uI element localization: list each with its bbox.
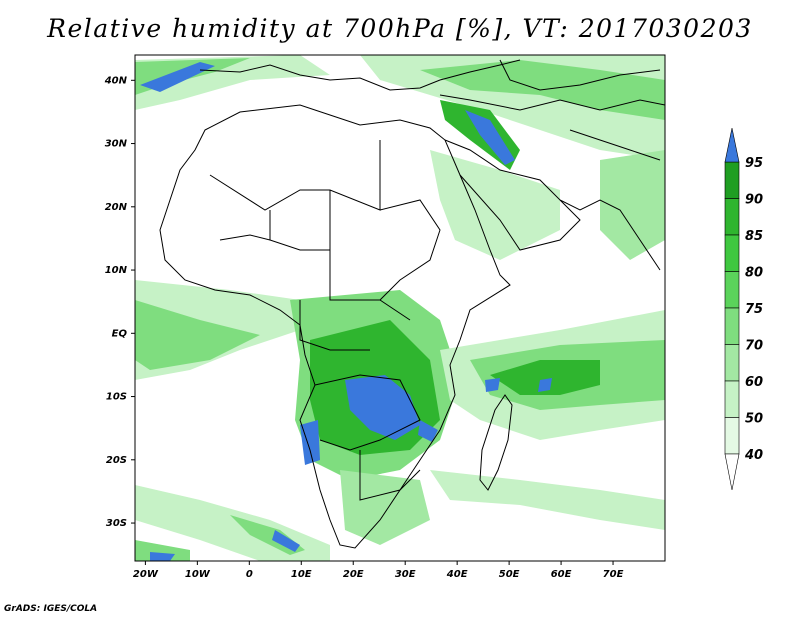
colorbar-label: 50 (745, 412, 763, 427)
lon-label: 20E (343, 569, 364, 580)
colorbar-label: 85 (745, 229, 763, 244)
lat-label: 30N (105, 139, 128, 150)
lon-label: 0 (246, 569, 253, 580)
colorbar-label: 75 (745, 302, 763, 317)
colorbar-label: 40 (744, 448, 763, 463)
colorbar-label: 95 (745, 156, 763, 171)
colorbar: 95 90 85 80 75 70 60 50 40 (724, 127, 763, 491)
lon-label: 70E (603, 569, 624, 580)
lat-label: 10S (106, 392, 127, 403)
credit-text: GrADS: IGES/COLA (4, 604, 98, 614)
colorbar-segment (724, 307, 740, 345)
map-border (134, 54, 666, 562)
lat-label: 20S (106, 455, 127, 466)
lon-label: 50E (499, 569, 520, 580)
longitude-axis: 20W 10W 0 10E 20E 30E 40E 50E 60E 70E (133, 561, 624, 580)
colorbar-segment (724, 380, 740, 418)
coastlines (159, 59, 665, 549)
colorbar-segment (724, 344, 740, 382)
colorbar-segment (724, 198, 740, 236)
lat-label: 10N (105, 265, 128, 276)
humidity-field (135, 55, 665, 561)
lat-label: 40N (104, 75, 128, 86)
colorbar-segment (724, 417, 740, 455)
colorbar-label: 90 (745, 193, 763, 208)
latitude-axis: 40N 30N 20N 10N EQ 10S 20S 30S (104, 75, 135, 529)
colorbar-label: 60 (745, 375, 763, 390)
lat-label: 30S (106, 518, 127, 529)
lon-label: 60E (551, 569, 572, 580)
lon-label: 20W (133, 569, 159, 580)
colorbar-segment (724, 271, 740, 309)
colorbar-over-arrow (724, 127, 740, 163)
colorbar-under-arrow (724, 453, 740, 491)
lon-label: 30E (395, 569, 416, 580)
colorbar-segment (724, 234, 740, 272)
lat-label: EQ (112, 328, 128, 339)
map-title: Relative humidity at 700hPa [%], VT: 201… (47, 14, 753, 43)
lat-label: 20N (105, 202, 128, 213)
lon-label: 10E (291, 569, 312, 580)
colorbar-label: 70 (745, 339, 763, 354)
lon-label: 40E (446, 569, 468, 580)
colorbar-segment (724, 161, 740, 199)
colorbar-label: 80 (745, 266, 763, 281)
lon-label: 10W (185, 569, 211, 580)
